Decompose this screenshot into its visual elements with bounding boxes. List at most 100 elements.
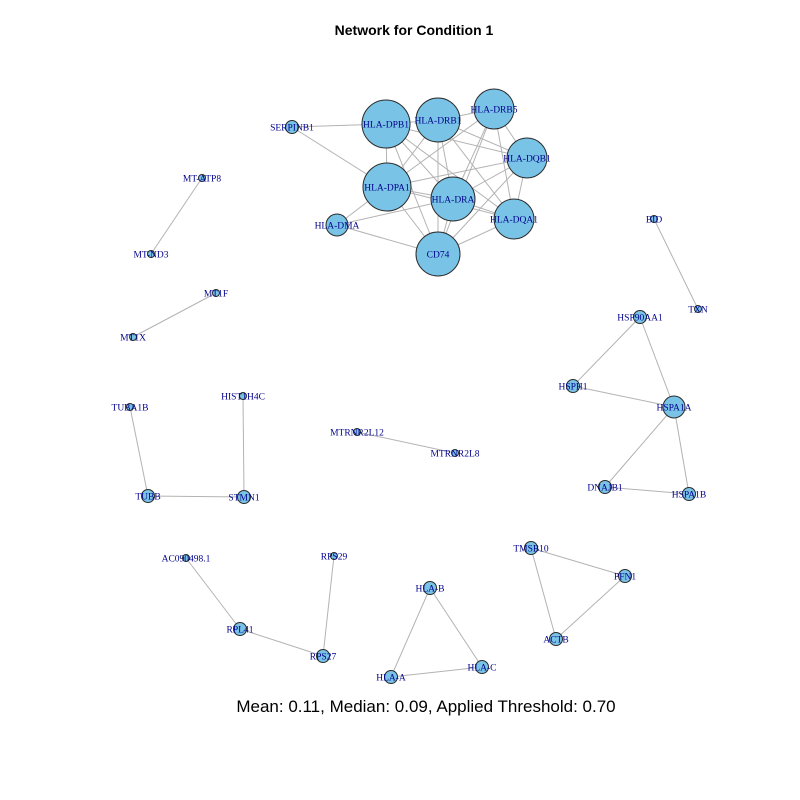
node-label-tuba1b: TUBA1B [112,404,149,414]
node-label-hsph1: HSPH1 [558,383,587,393]
node-tubb [141,489,155,503]
node-pfn1 [618,569,632,583]
edge-dnajb1-hspa1b [604,486,690,495]
node-hla-drb5 [473,88,515,130]
edge-tubb-stmn1 [147,495,245,498]
node-stmn1 [237,490,251,504]
edge-pfn1-actb [555,575,626,640]
summary-caption: Mean: 0.11, Median: 0.09, Applied Thresh… [236,697,615,716]
node-label-rps27: RPS27 [310,653,337,663]
node-label-bid: BID [646,216,663,226]
edge-hla-dpb1-hla-dqa1 [385,123,515,220]
node-hla-dpa1 [362,162,412,212]
node-dnajb1 [598,480,612,494]
node-tuba1b [126,403,134,411]
edge-hla-a-hla-c [390,666,483,678]
node-mt-nd3 [147,250,155,258]
node-rps29 [330,552,338,560]
edge-tmsb10-actb [530,547,557,640]
node-hla-dqa1 [493,198,535,240]
node-label-tubb: TUBB [135,493,160,503]
node-hla-dra [430,176,476,222]
edge-rpl41-rps27 [239,628,324,657]
edge-hla-b-hla-a [390,587,431,678]
node-mtrnr2l8 [451,449,459,457]
edge-hsp90aa1-hsph1 [572,316,641,387]
node-hla-drb1 [415,97,461,143]
edge-ac090498-1-rpl41 [185,557,241,630]
node-label-mt1x: MT1X [120,334,146,344]
node-label-hist1h4c: HIST1H4C [221,393,265,403]
node-label-mtrnr2l8: MTRNR2L8 [430,450,479,460]
node-tmsb10 [524,541,538,555]
node-label-rpl41: RPL41 [227,626,254,636]
node-hspa1b [682,487,696,501]
edge-rps29-rps27 [322,555,335,657]
node-hsp90aa1 [633,310,647,324]
edge-mtrnr2l12-mtrnr2l8 [356,431,456,454]
node-rps27 [316,649,330,663]
node-label-serpinb1: SERPINB1 [270,124,314,134]
node-hla-b [423,581,437,595]
node-mtrnr2l12 [353,428,361,436]
node-label-hla-b: HLA-B [415,585,444,595]
node-label-mt-nd3: MT-ND3 [133,251,168,261]
node-label-stmn1: STMN1 [228,494,259,504]
node-txn [694,305,702,313]
edge-hsph1-hspa1a [572,385,675,408]
node-label-mtrnr2l12: MTRNR2L12 [330,429,384,439]
node-ac090498-1 [182,554,190,562]
node-label-rps29: RPS29 [321,553,348,563]
node-label-hla-dma: HLA-DMA [315,222,360,232]
node-hla-a [384,670,398,684]
node-mt-atp8 [198,174,206,182]
node-label-hla-dpa1: HLA-DPA1 [364,184,410,194]
edge-mt-atp8-mt-nd3 [150,177,203,255]
node-label-hsp90aa1: HSP90AA1 [617,314,663,324]
node-label-actb: ACTB [543,636,568,646]
node-hla-dqb1 [506,137,548,179]
node-label-ac090498-1: AC090498.1 [162,555,211,565]
node-hspa1a [662,395,686,419]
node-hla-c [475,660,489,674]
plot-title: Network for Condition 1 [335,22,494,38]
edge-hsp90aa1-hspa1a [639,316,675,408]
node-label-mt-atp8: MT-ATP8 [183,175,221,185]
edge-hspa1a-dnajb1 [604,406,675,488]
node-rpl41 [233,622,247,636]
node-cd74 [415,231,461,277]
node-hla-dpb1 [361,99,411,149]
node-label-mt1f: MT1F [204,290,228,300]
node-label-hla-dra: HLA-DRA [432,196,475,206]
edge-hla-b-hla-c [429,587,483,668]
edge-bid-txn [653,218,699,310]
node-label-hla-c: HLA-C [467,664,496,674]
node-label-tmsb10: TMSB10 [513,545,549,555]
node-label-hla-dpb1: HLA-DPB1 [363,121,409,131]
node-label-hla-dqa1: HLA-DQA1 [490,216,538,226]
edge-mt1f-mt1x [132,292,217,338]
node-label-txn: TXN [688,306,708,316]
node-label-pfn1: PFN1 [614,573,636,583]
node-mt1f [212,289,220,297]
node-label-dnajb1: DNAJB1 [587,484,623,494]
label-layer: HLA-DPB1 HLA-DRB1 HLA-DRB5 HLA-DQB1 HLA-DPA1… [112,106,708,684]
node-hsph1 [566,379,580,393]
node-bid [650,215,658,223]
node-label-hspa1b: HSPA1B [672,491,707,501]
edge-tmsb10-pfn1 [530,547,626,577]
node-actb [549,632,563,646]
node-label-hspa1a: HSPA1A [656,404,691,414]
node-mt1x [129,333,137,341]
node-label-hla-drb1: HLA-DRB1 [415,117,462,127]
node-label-hla-dqb1: HLA-DQB1 [503,155,551,165]
node-hla-dma [325,213,349,237]
node-label-hla-a: HLA-A [376,674,406,684]
edge-tuba1b-tubb [129,406,149,497]
node-label-cd74: CD74 [427,251,450,261]
node-hist1h4c [239,392,247,400]
node-layer [126,88,702,684]
edge-hspa1a-hspa1b [673,406,690,495]
node-serpinb1 [285,120,299,134]
